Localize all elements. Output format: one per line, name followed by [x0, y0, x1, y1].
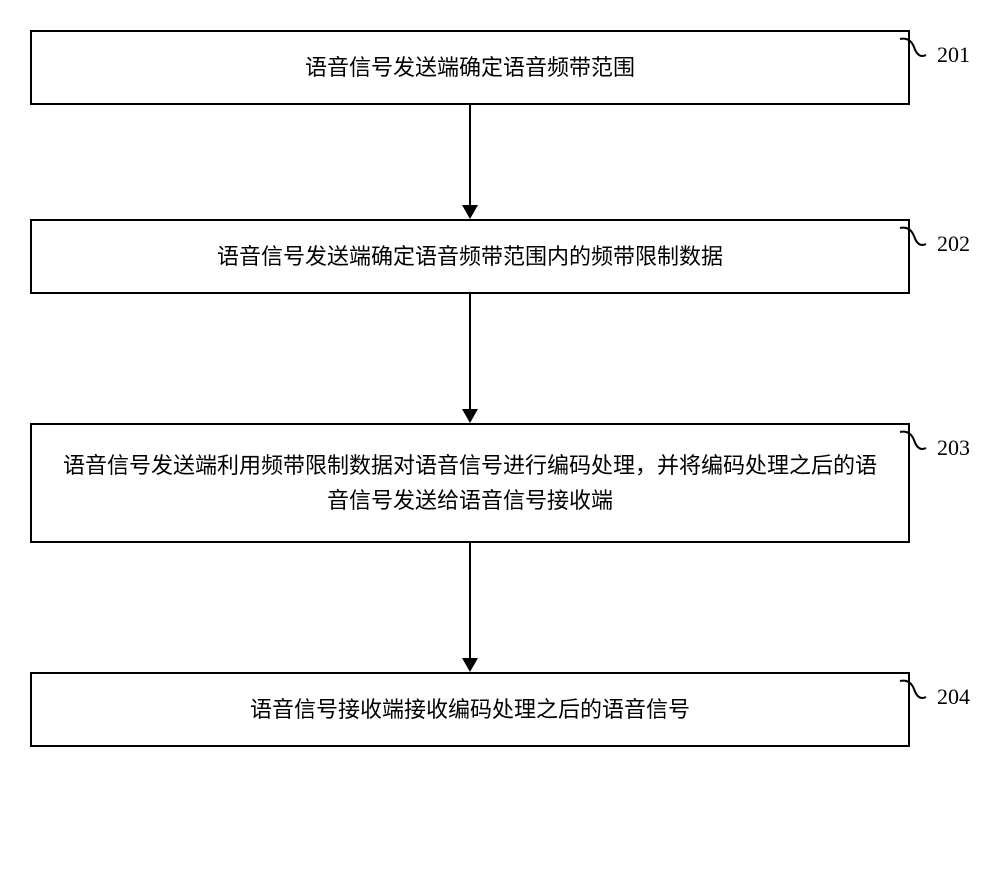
step-text-3: 语音信号发送端利用频带限制数据对语音信号进行编码处理，并将编码处理之后的语音信号… [62, 448, 878, 518]
step-label-2: 202 [937, 231, 970, 257]
arrow-2 [462, 294, 478, 423]
step-label-3: 203 [937, 435, 970, 461]
flowchart-container: 语音信号发送端确定语音频带范围 201 语音信号发送端确定语音频带范围内的频带限… [30, 30, 970, 747]
step-text-4: 语音信号接收端接收编码处理之后的语音信号 [250, 692, 690, 727]
arrow-head-icon [462, 205, 478, 219]
arrow-3 [462, 543, 478, 672]
curve-connector-icon [898, 677, 928, 707]
arrow-line [469, 105, 471, 205]
arrow-head-icon [462, 409, 478, 423]
arrow-line [469, 543, 471, 658]
step-wrapper-3: 语音信号发送端利用频带限制数据对语音信号进行编码处理，并将编码处理之后的语音信号… [30, 423, 970, 543]
arrow-line [469, 294, 471, 409]
step-label-4: 204 [937, 684, 970, 710]
step-text-1: 语音信号发送端确定语音频带范围 [305, 50, 635, 85]
step-wrapper-2: 语音信号发送端确定语音频带范围内的频带限制数据 202 [30, 219, 970, 294]
step-box-3: 语音信号发送端利用频带限制数据对语音信号进行编码处理，并将编码处理之后的语音信号… [30, 423, 910, 543]
arrow-1 [462, 105, 478, 219]
step-label-1: 201 [937, 42, 970, 68]
step-box-1: 语音信号发送端确定语音频带范围 [30, 30, 910, 105]
step-wrapper-4: 语音信号接收端接收编码处理之后的语音信号 204 [30, 672, 970, 747]
arrow-head-icon [462, 658, 478, 672]
curve-connector-icon [898, 428, 928, 458]
step-box-4: 语音信号接收端接收编码处理之后的语音信号 [30, 672, 910, 747]
curve-connector-icon [898, 224, 928, 254]
step-wrapper-1: 语音信号发送端确定语音频带范围 201 [30, 30, 970, 105]
step-box-2: 语音信号发送端确定语音频带范围内的频带限制数据 [30, 219, 910, 294]
curve-connector-icon [898, 35, 928, 65]
step-text-2: 语音信号发送端确定语音频带范围内的频带限制数据 [217, 239, 723, 274]
